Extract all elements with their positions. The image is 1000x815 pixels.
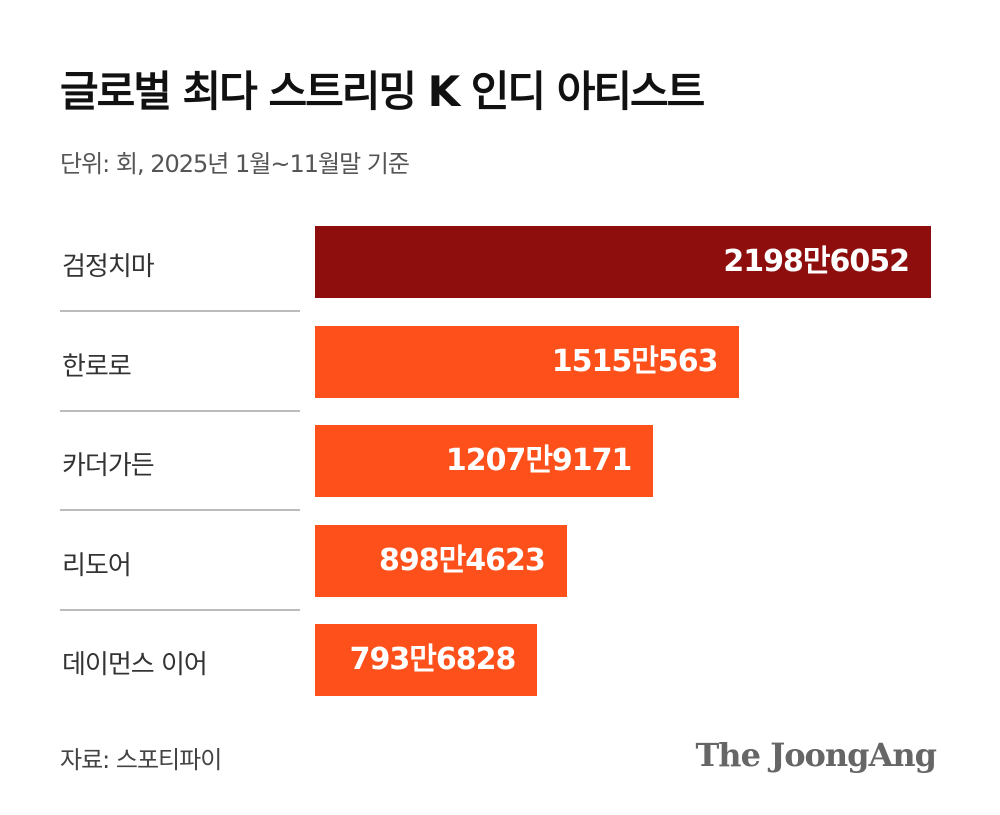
bar [315,624,538,696]
source-note: 자료: 스포티파이 [60,746,222,774]
row-divider [60,509,300,511]
data-label: 898만4623 [379,542,546,578]
data-label: 793만6828 [349,642,517,677]
row-divider [60,310,300,312]
category-label: 검정치마 [62,252,155,282]
bar [315,226,931,298]
category-label: 한로로 [62,351,132,382]
data-label: 2198만6052 [723,244,910,279]
bar [315,325,740,398]
chart-title: 글로벌 최다 스트리밍 K 인디 아티스트 [60,67,705,116]
row-divider [60,608,300,611]
data-label: 1207만9171 [445,443,633,478]
chart-subtitle: 단위: 회, 2025년 1월~11월말 기준 [60,150,410,178]
category-label: 데이먼스 이어 [62,650,208,680]
category-label: 리도어 [62,550,132,581]
row-divider [60,409,300,412]
bar [315,524,567,597]
category-label: 카더가든 [62,451,155,481]
publisher-logo: The JoongAng [695,736,937,774]
data-label: 1515만563 [551,343,719,379]
bar [315,425,654,497]
